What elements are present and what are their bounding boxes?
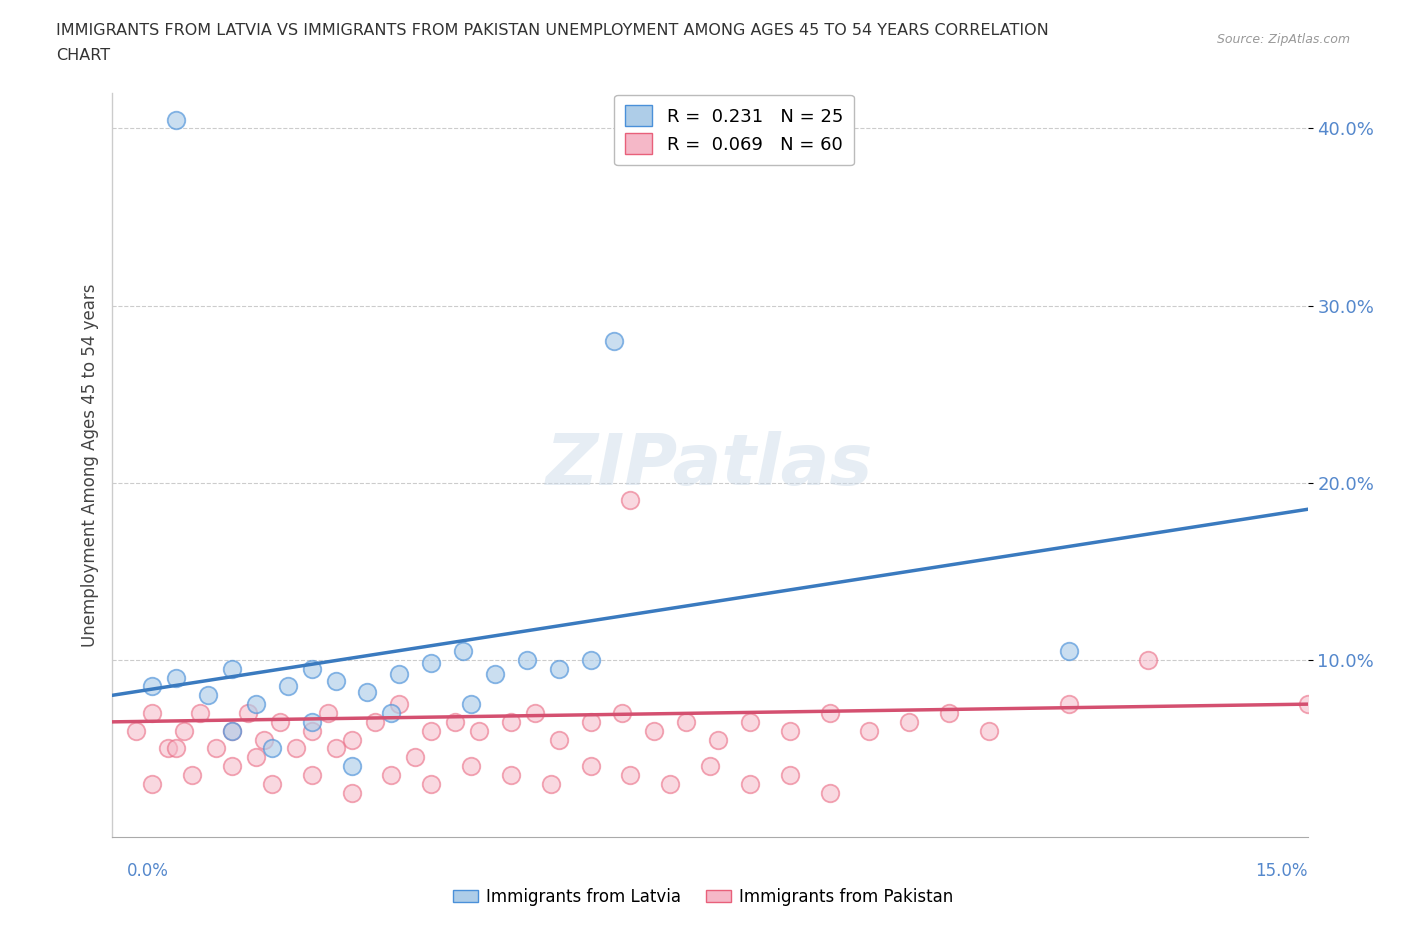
Point <box>818 785 841 800</box>
Point <box>157 741 180 756</box>
Point <box>779 724 801 738</box>
Point <box>818 706 841 721</box>
Text: CHART: CHART <box>56 48 110 63</box>
Point <box>499 767 522 782</box>
Point <box>260 777 283 791</box>
Point <box>547 661 569 676</box>
Point <box>340 785 363 800</box>
Point <box>579 759 602 774</box>
Point <box>125 724 148 738</box>
Point <box>284 741 307 756</box>
Point <box>325 673 347 688</box>
Point <box>707 732 730 747</box>
Point <box>173 724 195 738</box>
Point <box>245 697 267 711</box>
Point <box>540 777 562 791</box>
Point <box>388 667 411 682</box>
Point <box>579 714 602 729</box>
Point <box>165 671 187 685</box>
Point <box>253 732 276 747</box>
Point <box>898 714 921 729</box>
Point <box>221 759 243 774</box>
Point <box>675 714 697 729</box>
Point <box>699 759 721 774</box>
Point <box>197 688 219 703</box>
Point <box>221 661 243 676</box>
Point <box>325 741 347 756</box>
Point <box>221 724 243 738</box>
Point <box>619 493 641 508</box>
Point <box>181 767 204 782</box>
Point <box>643 724 665 738</box>
Point <box>380 767 402 782</box>
Point <box>938 706 960 721</box>
Point <box>364 714 387 729</box>
Y-axis label: Unemployment Among Ages 45 to 54 years: Unemployment Among Ages 45 to 54 years <box>80 284 98 646</box>
Point <box>444 714 467 729</box>
Point <box>460 759 482 774</box>
Point <box>301 724 323 738</box>
Point <box>858 724 880 738</box>
Point <box>523 706 546 721</box>
Point <box>356 684 378 699</box>
Point <box>977 724 1000 738</box>
Text: Source: ZipAtlas.com: Source: ZipAtlas.com <box>1216 33 1350 46</box>
Point <box>659 777 682 791</box>
Point <box>340 732 363 747</box>
Point <box>1296 697 1319 711</box>
Point <box>468 724 491 738</box>
Point <box>141 679 163 694</box>
Point <box>451 644 474 658</box>
Point <box>277 679 299 694</box>
Point <box>738 777 761 791</box>
Point <box>579 653 602 668</box>
Point <box>1137 653 1160 668</box>
Point <box>269 714 291 729</box>
Point <box>165 741 187 756</box>
Text: IMMIGRANTS FROM LATVIA VS IMMIGRANTS FROM PAKISTAN UNEMPLOYMENT AMONG AGES 45 TO: IMMIGRANTS FROM LATVIA VS IMMIGRANTS FRO… <box>56 23 1049 38</box>
Point <box>301 714 323 729</box>
Point <box>236 706 259 721</box>
Point <box>245 750 267 764</box>
Point <box>420 724 443 738</box>
Point <box>221 724 243 738</box>
Text: 15.0%: 15.0% <box>1256 862 1308 880</box>
Text: ZIPatlas: ZIPatlas <box>547 431 873 499</box>
Point <box>738 714 761 729</box>
Point <box>484 667 506 682</box>
Point <box>301 767 323 782</box>
Point <box>165 113 187 127</box>
Point <box>141 777 163 791</box>
Point <box>420 656 443 671</box>
Legend: R =  0.231   N = 25, R =  0.069   N = 60: R = 0.231 N = 25, R = 0.069 N = 60 <box>614 95 853 166</box>
Point <box>316 706 339 721</box>
Point <box>1057 697 1080 711</box>
Point <box>260 741 283 756</box>
Point <box>340 759 363 774</box>
Point <box>612 706 634 721</box>
Point <box>301 661 323 676</box>
Point <box>420 777 443 791</box>
Point <box>619 767 641 782</box>
Text: 0.0%: 0.0% <box>127 862 169 880</box>
Legend: Immigrants from Latvia, Immigrants from Pakistan: Immigrants from Latvia, Immigrants from … <box>446 881 960 912</box>
Point <box>141 706 163 721</box>
Point <box>188 706 211 721</box>
Point <box>205 741 228 756</box>
Point <box>547 732 569 747</box>
Point <box>516 653 538 668</box>
Point <box>499 714 522 729</box>
Point <box>603 334 626 349</box>
Point <box>388 697 411 711</box>
Point <box>460 697 482 711</box>
Point <box>779 767 801 782</box>
Point <box>404 750 426 764</box>
Point <box>1057 644 1080 658</box>
Point <box>380 706 402 721</box>
